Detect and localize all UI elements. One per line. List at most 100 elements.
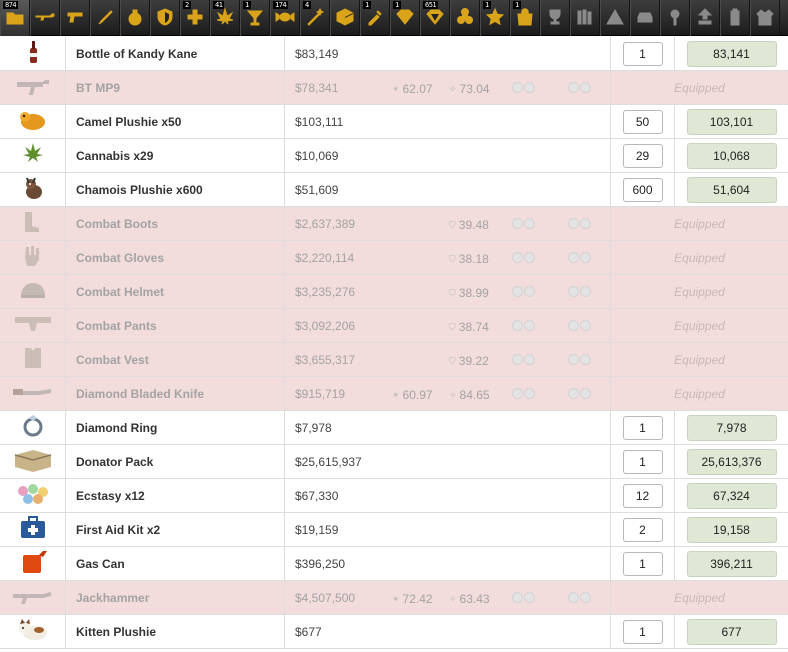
item-name[interactable]: Combat Boots — [66, 207, 285, 240]
total-value-box[interactable]: 67,324 — [686, 482, 777, 509]
inventory-row[interactable]: Gas Can $396,250 396,211 — [0, 547, 788, 581]
tab-energy-drinks[interactable]: 1 — [360, 0, 390, 36]
tab-candy[interactable]: 174 — [270, 0, 300, 36]
tab-collectibles[interactable]: 651 — [420, 0, 450, 36]
quantity-input[interactable] — [622, 177, 663, 202]
item-thumbnail[interactable] — [0, 513, 66, 546]
inventory-row[interactable]: Combat Pants $3,092,206 ⛉ 38.74 Equipped — [0, 309, 788, 343]
tab-flowers[interactable] — [600, 0, 630, 36]
inventory-row[interactable]: Combat Gloves $2,220,114 ⛉ 38.18 Equipped — [0, 241, 788, 275]
tab-jewelry[interactable]: 1 — [390, 0, 420, 36]
item-thumbnail[interactable] — [0, 377, 66, 410]
tab-electronics[interactable] — [720, 0, 750, 36]
inventory-row[interactable]: Cannabis x29 $10,069 10,068 — [0, 139, 788, 173]
item-name[interactable]: Cannabis x29 — [66, 139, 285, 172]
item-thumbnail[interactable] — [0, 411, 66, 444]
inventory-row[interactable]: Diamond Bladed Knife $915,719 ✴ 60.97 ✧ 84.65… — [0, 377, 788, 411]
item-name[interactable]: Camel Plushie x50 — [66, 105, 285, 138]
quantity-input[interactable] — [622, 449, 663, 474]
item-thumbnail[interactable] — [0, 139, 66, 172]
total-value-box[interactable]: 51,604 — [686, 176, 777, 203]
tab-cars[interactable] — [630, 0, 660, 36]
item-name[interactable]: Bottle of Kandy Kane — [66, 37, 285, 70]
tab-defensive[interactable] — [150, 0, 180, 36]
item-thumbnail[interactable] — [0, 241, 66, 274]
item-name[interactable]: Jackhammer — [66, 581, 285, 614]
tab-artifacts[interactable] — [690, 0, 720, 36]
quantity-input[interactable] — [622, 415, 663, 440]
item-thumbnail[interactable] — [0, 207, 66, 240]
tab-books[interactable] — [570, 0, 600, 36]
inventory-row[interactable]: Combat Helmet $3,235,276 ⛉ 38.99 Equipped — [0, 275, 788, 309]
item-name[interactable]: Gas Can — [66, 547, 285, 580]
tab-enhancers[interactable]: 1 — [510, 0, 540, 36]
tab-primary[interactable] — [30, 0, 60, 36]
inventory-row[interactable]: Kitten Plushie $677 677 — [0, 615, 788, 649]
total-value-box[interactable]: 396,211 — [686, 550, 777, 577]
item-thumbnail[interactable] — [0, 71, 66, 104]
item-thumbnail[interactable] — [0, 309, 66, 342]
item-name[interactable]: Chamois Plushie x600 — [66, 173, 285, 206]
tab-trophies[interactable] — [540, 0, 570, 36]
tab-temporary[interactable] — [120, 0, 150, 36]
inventory-row[interactable]: Bottle of Kandy Kane $83,149 83,141 — [0, 37, 788, 71]
item-name[interactable]: Combat Helmet — [66, 275, 285, 308]
item-name[interactable]: Combat Vest — [66, 343, 285, 376]
item-name[interactable]: Ecstasy x12 — [66, 479, 285, 512]
item-name[interactable]: First Aid Kit x2 — [66, 513, 285, 546]
inventory-row[interactable]: Combat Vest $3,655,317 ⛉ 39.22 Equipped — [0, 343, 788, 377]
total-value-box[interactable]: 19,158 — [686, 516, 777, 543]
tab-boosters[interactable]: 4 — [300, 0, 330, 36]
quantity-input[interactable] — [622, 517, 663, 542]
item-name[interactable]: Diamond Bladed Knife — [66, 377, 285, 410]
tab-supply-packs[interactable] — [330, 0, 360, 36]
tab-secondary[interactable] — [60, 0, 90, 36]
item-thumbnail[interactable] — [0, 343, 66, 376]
item-thumbnail[interactable] — [0, 479, 66, 512]
tab-drugs[interactable]: 41 — [210, 0, 240, 36]
inventory-row[interactable]: Jackhammer $4,507,500 ✴ 72.42 ✧ 63.43 Equipped — [0, 581, 788, 615]
quantity-input[interactable] — [622, 143, 663, 168]
item-name[interactable]: Combat Gloves — [66, 241, 285, 274]
item-thumbnail[interactable] — [0, 581, 66, 614]
item-name[interactable]: Combat Pants — [66, 309, 285, 342]
item-thumbnail[interactable] — [0, 37, 66, 70]
inventory-row[interactable]: Ecstasy x12 $67,330 67,324 — [0, 479, 788, 513]
item-thumbnail[interactable] — [0, 275, 66, 308]
inventory-row[interactable]: Camel Plushie x50 $103,111 103,101 — [0, 105, 788, 139]
total-value-box[interactable]: 10,068 — [686, 142, 777, 169]
tab-all[interactable]: 874 — [0, 0, 30, 36]
item-name[interactable]: BT MP9 — [66, 71, 285, 104]
total-value-box[interactable]: 103,101 — [686, 108, 777, 135]
quantity-input[interactable] — [622, 619, 663, 644]
total-value-box[interactable]: 83,141 — [686, 40, 777, 67]
tab-plushies[interactable] — [660, 0, 690, 36]
inventory-row[interactable]: BT MP9 $78,341 ✴ 62.07 ✧ 73.04 Equipped — [0, 71, 788, 105]
total-value-box[interactable]: 677 — [686, 618, 777, 645]
tab-alcohol[interactable]: 1 — [240, 0, 270, 36]
item-name[interactable]: Donator Pack — [66, 445, 285, 478]
item-thumbnail[interactable] — [0, 173, 66, 206]
inventory-row[interactable]: Diamond Ring $7,978 7,978 — [0, 411, 788, 445]
quantity-input[interactable] — [622, 41, 663, 66]
item-name[interactable]: Kitten Plushie — [66, 615, 285, 648]
quantity-input[interactable] — [622, 109, 663, 134]
tab-special[interactable]: 1 — [480, 0, 510, 36]
item-thumbnail[interactable] — [0, 445, 66, 478]
inventory-row[interactable]: Donator Pack $25,615,937 25,613,376 — [0, 445, 788, 479]
total-value-box[interactable]: 25,613,376 — [686, 448, 777, 475]
tab-hazardous[interactable] — [450, 0, 480, 36]
quantity-input[interactable] — [622, 483, 663, 508]
item-thumbnail[interactable] — [0, 105, 66, 138]
tab-medical[interactable]: 2 — [180, 0, 210, 36]
item-name[interactable]: Diamond Ring — [66, 411, 285, 444]
quantity-input[interactable] — [622, 551, 663, 576]
inventory-row[interactable]: Chamois Plushie x600 $51,609 51,604 — [0, 173, 788, 207]
total-value-box[interactable]: 7,978 — [686, 414, 777, 441]
inventory-row[interactable]: Combat Boots $2,637,389 ⛉ 39.48 Equipped — [0, 207, 788, 241]
tab-melee[interactable] — [90, 0, 120, 36]
item-thumbnail[interactable] — [0, 615, 66, 648]
tab-clothing[interactable] — [750, 0, 780, 36]
inventory-row[interactable]: First Aid Kit x2 $19,159 19,158 — [0, 513, 788, 547]
item-thumbnail[interactable] — [0, 547, 66, 580]
